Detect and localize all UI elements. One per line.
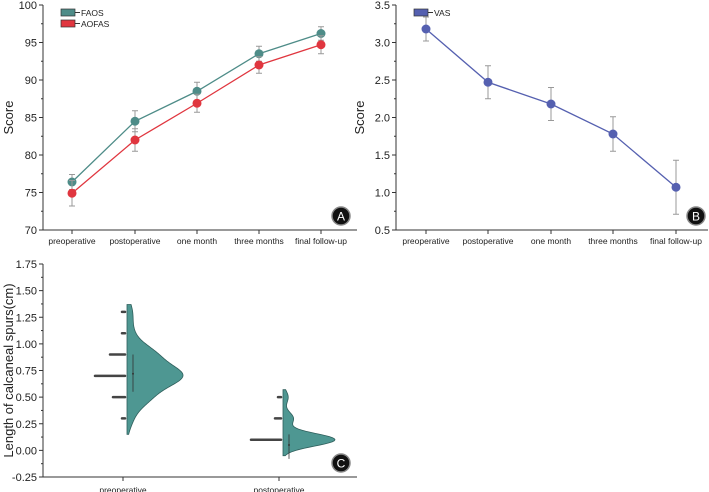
y-tick-label: 2.0 (375, 113, 390, 125)
x-tick-label: postoperative (462, 236, 513, 246)
y-tick-label: 1.25 (16, 312, 37, 324)
x-tick-label: postoperative (253, 485, 304, 492)
y-tick-label: 80 (25, 150, 37, 162)
y-tick-label: 0.50 (16, 392, 37, 404)
y-tick-label: 1.00 (16, 339, 37, 351)
data-point (192, 98, 202, 108)
panel-letter: B (692, 210, 700, 224)
y-tick-label: 70 (25, 225, 37, 237)
x-tick-label: three months (234, 236, 284, 246)
y-tick-label: 95 (25, 38, 37, 50)
x-tick-label: one month (177, 236, 217, 246)
data-point (546, 99, 556, 109)
x-tick-label: final follow-up (295, 236, 347, 246)
x-tick-label: one month (531, 236, 571, 246)
y-tick-label: 0.5 (375, 225, 390, 237)
y-axis-label: Length of calcaneal spurs(cm) (1, 283, 16, 457)
data-point (67, 188, 77, 198)
data-point (254, 49, 264, 59)
x-tick-label: preoperative (48, 236, 96, 246)
mean-point (288, 444, 290, 447)
x-tick-label: preoperative (402, 236, 450, 246)
panel-letter: A (337, 210, 345, 224)
y-tick-label: 1.75 (16, 259, 37, 271)
legend-label: FAOS (81, 8, 104, 18)
violin-preoperative (126, 304, 184, 435)
data-point (608, 129, 618, 139)
y-tick-label: 75 (25, 188, 37, 200)
y-tick-label: 3.0 (375, 38, 390, 50)
x-tick-label: final follow-up (650, 236, 702, 246)
data-point (130, 135, 140, 145)
legend-swatch (60, 8, 76, 17)
y-tick-label: 2.5 (375, 75, 390, 87)
data-point (483, 77, 493, 87)
panel-b: 0.5 1.0 1.5 2.0 2.5 3.0 3.5 preoperative postope… (352, 0, 708, 246)
data-point (316, 40, 326, 50)
panel-badge (686, 206, 706, 226)
x-tick-label: three months (588, 236, 638, 246)
y-tick-label: 3.5 (375, 0, 390, 12)
data-point (192, 86, 202, 96)
panel-badge (331, 453, 351, 473)
data-point (130, 116, 140, 126)
y-tick-label: 0.00 (16, 445, 37, 457)
y-tick-label: -0.25 (12, 472, 37, 484)
panel-a: 70 75 80 85 90 95 100 preoperative postoperative… (1, 0, 357, 246)
y-tick-label: 0.25 (16, 419, 37, 431)
x-tick-label: preoperative (99, 485, 147, 492)
legend-label: VAS (434, 8, 451, 18)
data-point (671, 182, 681, 192)
series-line-aofas (71, 44, 322, 194)
panel-c: -0.25 0.00 0.25 0.50 0.75 1.00 1.25 1.50 1.75 pre… (1, 259, 357, 492)
violin-postoperative (282, 389, 336, 457)
x-tick-label: postoperative (109, 236, 160, 246)
y-tick-label: 0.75 (16, 366, 37, 378)
data-point (421, 24, 431, 34)
legend-swatch (413, 8, 429, 17)
y-axis-label: Score (1, 101, 16, 135)
y-tick-label: 100 (19, 0, 37, 12)
panel-letter: C (337, 457, 346, 471)
y-tick-label: 1.5 (375, 150, 390, 162)
y-axis-label: Score (352, 101, 367, 135)
y-tick-label: 85 (25, 113, 37, 125)
panel-badge (331, 206, 351, 226)
legend-label: AOFAS (81, 19, 110, 29)
mean-point (132, 372, 134, 375)
legend-swatch (60, 19, 76, 28)
data-point (254, 60, 264, 70)
y-tick-label: 1.50 (16, 286, 37, 298)
y-tick-label: 1.0 (375, 188, 390, 200)
y-tick-label: 90 (25, 75, 37, 87)
